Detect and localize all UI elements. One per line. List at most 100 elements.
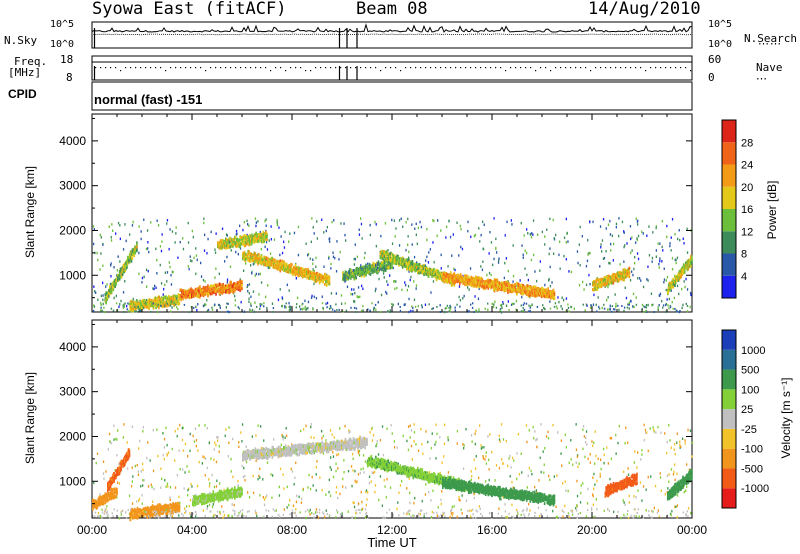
power-echo-band-6: [392, 261, 394, 265]
power-scatter-gate: [202, 278, 205, 282]
power-echo-band-4: [282, 266, 284, 270]
power-scatter-gate: [690, 293, 692, 297]
power-echo-band-4: [261, 261, 264, 265]
power-echo-band-0: [135, 247, 137, 251]
power-scatter-gate: [124, 280, 126, 283]
freq-unit-label: [MHz]: [8, 66, 42, 79]
power-echo-band-6: [380, 253, 382, 257]
power-scatter-gate: [555, 233, 557, 237]
power-echo-band-5: [365, 266, 367, 270]
power-echo-band-6: [437, 273, 440, 277]
power-scatter-gate: [307, 306, 309, 310]
power-echo-band-4: [309, 276, 311, 280]
power-echo-band-1: [145, 305, 148, 309]
power-scatter-gate: [675, 258, 677, 262]
power-echo-band-6: [414, 266, 416, 270]
power-echo-band-3: [233, 242, 235, 246]
power-scatter-gate: [609, 304, 611, 308]
power-echo-band-7: [459, 278, 462, 282]
power-echo-band-2: [192, 292, 195, 296]
power-echo-band-3: [217, 241, 219, 245]
power-echo-band-6: [449, 281, 451, 285]
power-echo-band-0: [109, 285, 111, 289]
power-echo-band-4: [258, 252, 260, 256]
power-scatter-gate: [633, 305, 635, 309]
power-echo-band-2: [205, 291, 207, 295]
power-scatter-gate: [407, 217, 409, 221]
power-echo-band-0: [114, 282, 116, 286]
power-echo-band-2: [206, 292, 208, 296]
power-echo-band-1: [164, 302, 166, 305]
power-echo-band-0: [119, 275, 122, 279]
power-echo-band-6: [388, 255, 390, 258]
power-echo-band-5: [380, 267, 382, 271]
power-scatter-gate: [279, 288, 281, 291]
power-scatter-gate: [271, 302, 274, 305]
power-scatter-gate: [602, 278, 605, 281]
power-scatter-gate: [297, 225, 300, 229]
power-echo-band-3: [233, 238, 235, 242]
power-scatter-gate: [94, 290, 96, 293]
power-scatter-gate: [565, 241, 567, 244]
power-echo-band-4: [273, 259, 275, 263]
power-echo-band-0: [105, 291, 107, 295]
power-echo-band-4: [275, 263, 277, 267]
power-echo-band-7: [474, 282, 476, 286]
power-scatter-gate: [639, 277, 641, 280]
power-scatter-gate: [364, 251, 366, 255]
power-echo-band-1: [154, 298, 157, 302]
power-scatter-gate: [214, 251, 217, 254]
power-echo-band-0: [126, 263, 128, 267]
power-echo-band-2: [191, 288, 193, 292]
power-echo-band-1: [149, 304, 151, 308]
power-echo-band-3: [245, 241, 248, 245]
power-scatter-gate: [588, 252, 590, 255]
nsearch-trace: [91, 33, 693, 36]
power-echo-band-4: [278, 260, 281, 264]
power-echo-band-2: [189, 294, 191, 297]
power-echo-band-4: [292, 270, 294, 274]
power-echo-band-1: [153, 301, 156, 305]
power-echo-band-6: [401, 265, 404, 268]
power-scatter-gate: [675, 261, 677, 265]
power-echo-band-5: [378, 263, 381, 267]
power-echo-band-6: [397, 261, 399, 265]
power-echo-band-7: [497, 287, 499, 291]
power-echo-band-3: [262, 234, 265, 238]
power-echo-band-0: [132, 253, 135, 257]
power-scatter-gate: [598, 305, 600, 309]
power-echo-band-0: [106, 296, 108, 300]
power-scatter-gate: [520, 221, 522, 225]
power-scatter-gate: [100, 252, 102, 255]
power-scatter-gate: [561, 296, 563, 299]
power-echo-band-1: [174, 299, 176, 303]
power-scatter-gate: [657, 308, 659, 312]
power-echo-band-7: [529, 293, 532, 297]
power-near-range-gate: [525, 302, 528, 305]
power-echo-band-7: [482, 279, 484, 283]
power-echo-band-1: [162, 303, 165, 307]
power-echo-band-7: [501, 287, 504, 291]
power-echo-band-4: [262, 258, 265, 262]
power-echo-band-1: [155, 297, 157, 300]
nave-point: [410, 67, 412, 69]
power-echo-band-2: [240, 286, 242, 290]
nave-point: [685, 67, 687, 69]
power-echo-band-2: [217, 283, 220, 287]
power-echo-band-1: [138, 306, 140, 310]
power-scatter-gate: [138, 251, 140, 255]
power-echo-band-7: [497, 282, 499, 285]
power-echo-band-2: [220, 288, 223, 292]
power-near-range-gate: [399, 305, 401, 308]
power-scatter-gate: [102, 294, 104, 297]
power-scatter-gate: [405, 283, 407, 287]
power-echo-band-3: [220, 247, 223, 251]
power-scatter-gate: [483, 223, 485, 226]
power-echo-band-1: [147, 299, 149, 303]
power-scatter-gate: [482, 260, 484, 263]
power-scatter-gate: [251, 272, 253, 275]
power-echo-band-4: [264, 257, 266, 261]
power-echo-band-4: [251, 255, 254, 259]
power-echo-band-7: [442, 274, 444, 278]
power-scatter-gate: [666, 235, 668, 239]
